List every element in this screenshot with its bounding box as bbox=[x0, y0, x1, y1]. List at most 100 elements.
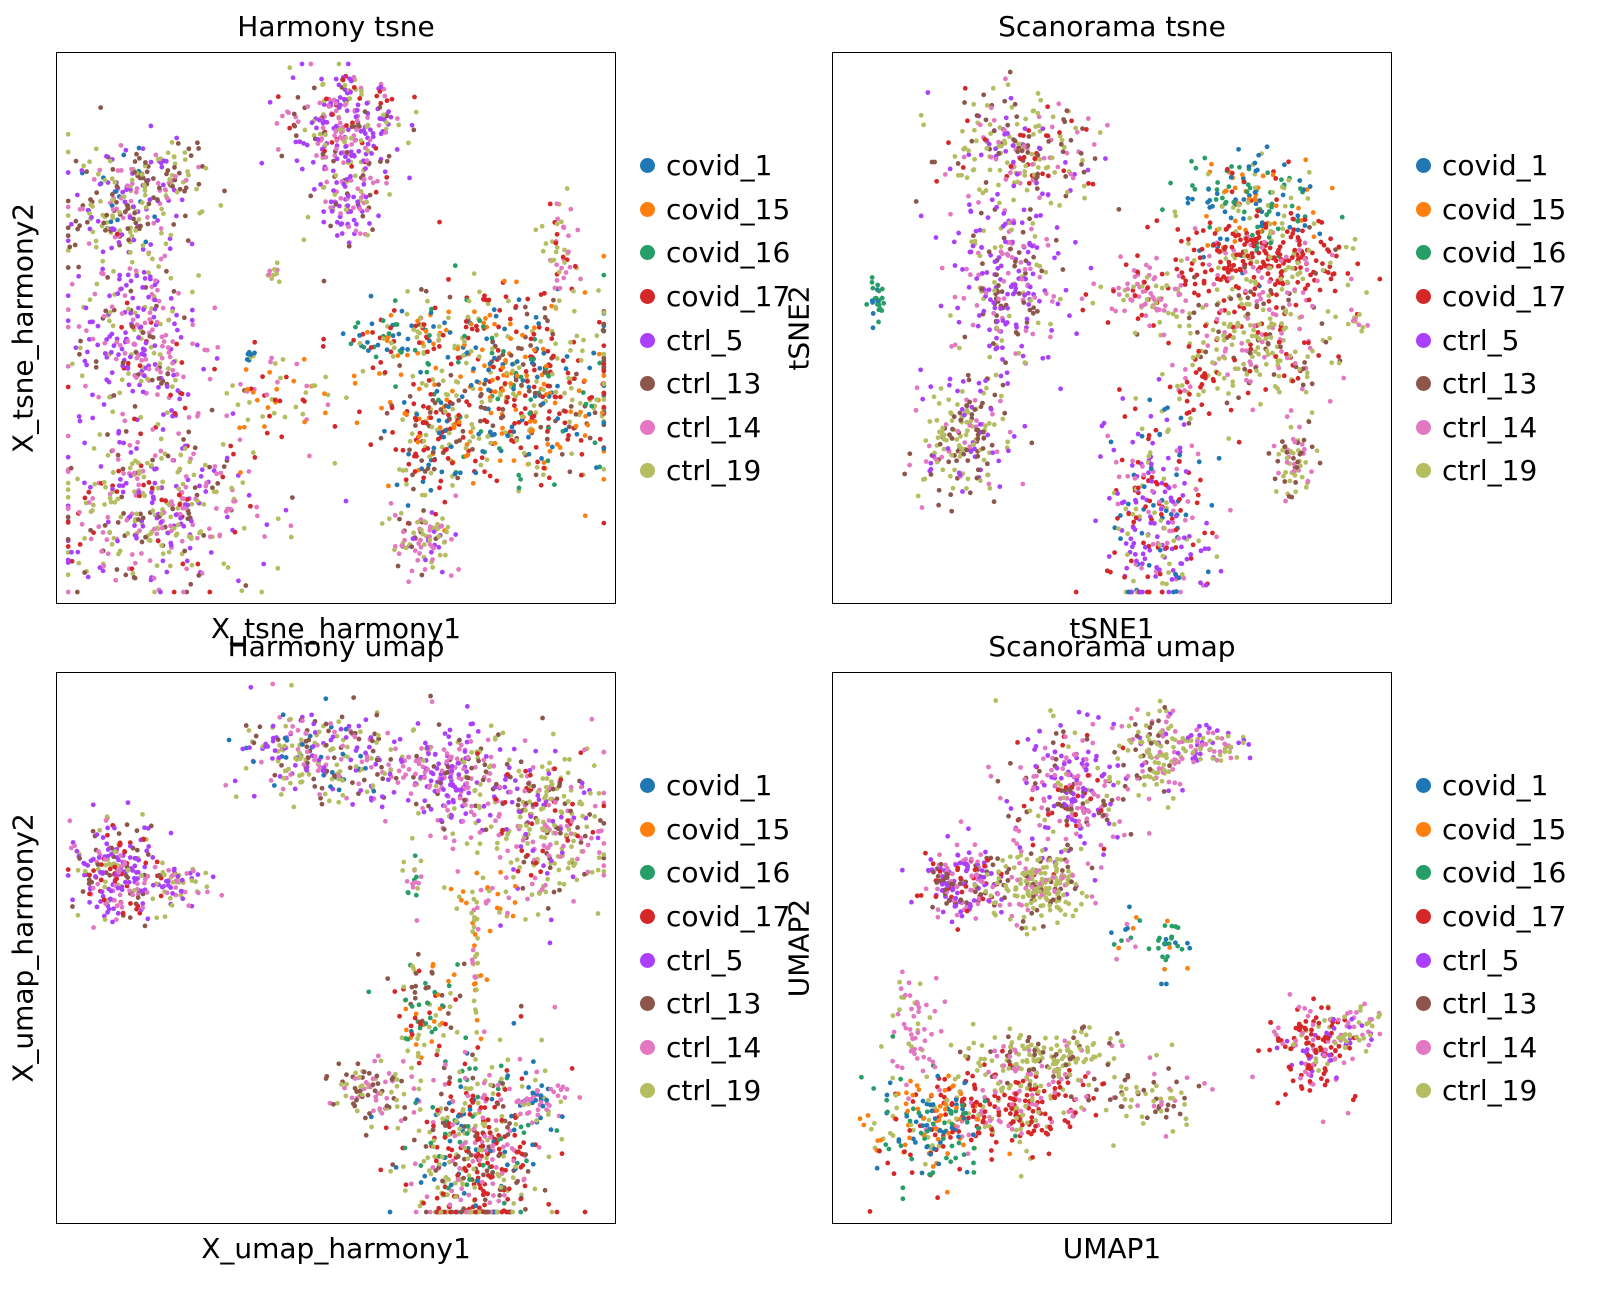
scatter-point-ctrl_13 bbox=[957, 410, 963, 416]
scatter-point-covid_17 bbox=[1263, 224, 1269, 230]
scatter-point-ctrl_13 bbox=[1194, 329, 1200, 335]
scatter-point-ctrl_14 bbox=[449, 536, 454, 542]
scatter-point-ctrl_14 bbox=[68, 845, 74, 851]
scatter-point-ctrl_5 bbox=[918, 367, 923, 373]
scatter-point-covid_15 bbox=[573, 423, 579, 429]
scatter-point-ctrl_19 bbox=[1037, 157, 1043, 162]
scatter-point-ctrl_19 bbox=[1133, 396, 1139, 401]
scatter-point-covid_17 bbox=[389, 96, 395, 102]
scatter-point-ctrl_19 bbox=[91, 446, 97, 451]
scatter-point-ctrl_5 bbox=[1147, 547, 1153, 553]
scatter-point-covid_17 bbox=[384, 174, 390, 180]
scatter-point-ctrl_14 bbox=[1266, 307, 1272, 313]
scatter-point-ctrl_14 bbox=[1279, 330, 1284, 336]
scatter-point-ctrl_14 bbox=[1248, 362, 1254, 367]
scatter-point-ctrl_13 bbox=[1309, 381, 1315, 387]
scatter-point-ctrl_19 bbox=[964, 419, 970, 425]
scatter-point-ctrl_19 bbox=[1327, 335, 1333, 341]
scatter-point-ctrl_14 bbox=[155, 180, 161, 186]
scatter-point-covid_1 bbox=[121, 152, 127, 158]
scatter-point-ctrl_5 bbox=[149, 500, 155, 506]
scatter-point-covid_17 bbox=[125, 360, 131, 366]
scatter-point-ctrl_13 bbox=[478, 404, 484, 410]
scatter-point-covid_17 bbox=[177, 502, 183, 507]
scatter-point-ctrl_19 bbox=[468, 348, 474, 354]
scatter-point-ctrl_14 bbox=[418, 517, 424, 522]
legend-marker bbox=[1416, 376, 1431, 392]
scatter-point-covid_1 bbox=[533, 314, 539, 320]
scatter-point-ctrl_5 bbox=[346, 240, 352, 246]
scatter-point-ctrl_19 bbox=[175, 469, 181, 475]
scatter-point-covid_15 bbox=[554, 441, 560, 447]
scatter-point-ctrl_19 bbox=[110, 470, 116, 475]
scatter-point-covid_17 bbox=[1135, 316, 1141, 322]
scatter-point-ctrl_5 bbox=[1129, 544, 1135, 550]
scatter-point-ctrl_13 bbox=[122, 209, 128, 215]
scatter-point-ctrl_13 bbox=[185, 516, 191, 522]
scatter-point-covid_17 bbox=[129, 566, 135, 572]
scatter-point-ctrl_5 bbox=[134, 273, 140, 279]
scatter-point-covid_17 bbox=[1248, 342, 1253, 348]
scatter-point-ctrl_14 bbox=[155, 392, 160, 398]
scatter-point-covid_1 bbox=[1287, 224, 1293, 230]
scatter-svg bbox=[56, 52, 616, 604]
scatter-point-ctrl_13 bbox=[1034, 308, 1040, 314]
scatter-point-ctrl_14 bbox=[976, 272, 981, 278]
scatter-point-ctrl_19 bbox=[269, 276, 275, 281]
scatter-point-covid_17 bbox=[1265, 271, 1271, 277]
scatter-point-ctrl_5 bbox=[1005, 381, 1011, 386]
scatter-point-ctrl_5 bbox=[361, 158, 366, 164]
scatter-point-covid_16 bbox=[1168, 180, 1173, 186]
scatter-point-covid_15 bbox=[511, 458, 517, 464]
scatter-point-ctrl_19 bbox=[1124, 293, 1130, 298]
scatter-point-ctrl_19 bbox=[1015, 179, 1021, 185]
scatter-point-ctrl_14 bbox=[1170, 508, 1176, 514]
scatter-point-ctrl_14 bbox=[124, 183, 130, 189]
scatter-point-covid_1 bbox=[489, 432, 495, 438]
scatter-point-ctrl_14 bbox=[135, 439, 141, 445]
scatter-point-ctrl_5 bbox=[992, 259, 998, 265]
scatter-point-covid_17 bbox=[1248, 261, 1253, 266]
scatter-point-ctrl_5 bbox=[111, 343, 117, 349]
scatter-point-ctrl_13 bbox=[490, 339, 496, 344]
scatter-point-ctrl_5 bbox=[998, 263, 1004, 269]
scatter-point-ctrl_13 bbox=[319, 785, 325, 791]
scatter-point-ctrl_13 bbox=[513, 377, 519, 383]
scatter-point-ctrl_19 bbox=[107, 394, 112, 400]
scatter-point-ctrl_5 bbox=[124, 187, 129, 193]
scatter-point-ctrl_19 bbox=[1256, 336, 1262, 342]
scatter-point-ctrl_14 bbox=[170, 339, 176, 344]
scatter-point-ctrl_5 bbox=[1142, 544, 1148, 550]
scatter-point-covid_17 bbox=[1256, 250, 1262, 256]
scatter-point-ctrl_14 bbox=[1214, 534, 1219, 540]
scatter-point-ctrl_5 bbox=[938, 303, 944, 309]
scatter-point-ctrl_19 bbox=[1288, 448, 1293, 454]
scatter-point-ctrl_13 bbox=[1053, 237, 1059, 243]
scatter-point-ctrl_14 bbox=[76, 324, 82, 329]
scatter-point-ctrl_5 bbox=[104, 841, 110, 847]
scatter-point-ctrl_19 bbox=[129, 233, 135, 239]
scatter-point-ctrl_13 bbox=[1300, 382, 1306, 388]
scatter-point-ctrl_5 bbox=[174, 327, 180, 333]
scatter-point-covid_17 bbox=[446, 276, 451, 282]
scatter-point-ctrl_19 bbox=[1297, 366, 1302, 372]
scatter-point-ctrl_19 bbox=[150, 896, 156, 902]
scatter-point-covid_17 bbox=[934, 178, 940, 184]
scatter-point-covid_17 bbox=[491, 364, 496, 370]
scatter-point-covid_17 bbox=[547, 409, 552, 414]
scatter-point-covid_17 bbox=[1045, 133, 1051, 139]
scatter-point-covid_17 bbox=[505, 394, 511, 400]
scatter-point-ctrl_19 bbox=[259, 589, 265, 595]
scatter-point-covid_17 bbox=[1173, 545, 1179, 550]
scatter-point-covid_17 bbox=[546, 416, 552, 421]
scatter-point-covid_1 bbox=[1173, 571, 1178, 577]
scatter-point-ctrl_19 bbox=[1032, 234, 1038, 239]
scatter-point-ctrl_14 bbox=[1143, 313, 1149, 319]
scatter-point-ctrl_5 bbox=[150, 882, 156, 888]
scatter-point-covid_16 bbox=[392, 298, 398, 303]
scatter-point-ctrl_5 bbox=[108, 888, 114, 894]
scatter-point-ctrl_19 bbox=[82, 868, 88, 874]
scatter-point-ctrl_19 bbox=[196, 273, 201, 278]
scatter-point-covid_17 bbox=[1237, 252, 1243, 258]
scatter-point-ctrl_14 bbox=[152, 864, 158, 870]
